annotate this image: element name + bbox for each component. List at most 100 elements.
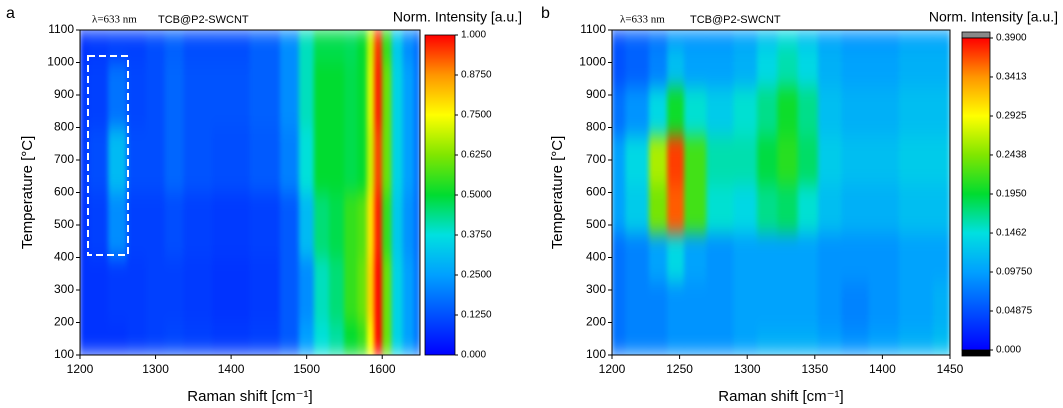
heatmap-cell xyxy=(899,281,934,331)
heatmap-cell xyxy=(817,45,843,88)
heatmap-cell xyxy=(126,62,147,128)
colorbar-tick-label: 0.3750 xyxy=(461,230,492,241)
heatmap-cell xyxy=(391,257,404,323)
heatmap-cell xyxy=(612,135,626,185)
heatmap-cell xyxy=(414,127,420,193)
heatmap-cell xyxy=(279,322,300,355)
y-tick-label: 700 xyxy=(54,152,74,166)
heatmap-cell xyxy=(381,192,392,258)
heatmap-cell xyxy=(797,281,819,331)
heatmap-cell xyxy=(145,257,166,323)
heatmap-cell xyxy=(733,86,758,136)
colorbar-tick-label: 0.000 xyxy=(996,345,1021,356)
x-axis-label: Raman shift [cm⁻¹] xyxy=(187,388,312,405)
x-tick-label: 1300 xyxy=(142,362,169,376)
x-tick-label: 1350 xyxy=(801,362,828,376)
heatmap-cell xyxy=(80,30,90,63)
heatmap-cell xyxy=(868,330,900,355)
heatmap-cell xyxy=(706,184,734,234)
colorbar-tick-label: 0.3900 xyxy=(996,33,1027,44)
heatmap-cell xyxy=(249,322,281,355)
highlight-box xyxy=(87,55,129,256)
heatmap-cell xyxy=(344,127,358,193)
heatmap-cell xyxy=(183,30,213,63)
heatmap-cell xyxy=(777,330,799,355)
heatmap-cell xyxy=(381,30,392,63)
heatmap-cell xyxy=(757,30,778,47)
heatmap-cell xyxy=(108,62,128,128)
heatmap-cell xyxy=(357,322,368,355)
heatmap-cell xyxy=(757,232,778,283)
heatmap-cell xyxy=(313,257,330,323)
x-tick-label: 1500 xyxy=(293,362,320,376)
heatmap-cell xyxy=(932,86,950,136)
heatmap-cell xyxy=(667,184,685,234)
heatmap-cell xyxy=(357,257,368,323)
heatmap-cell xyxy=(402,127,415,193)
heatmap-cell xyxy=(932,45,950,88)
heatmap-cell xyxy=(249,62,281,128)
colorbar-tick-label: 0.3413 xyxy=(996,72,1027,83)
heatmap-cell xyxy=(684,135,707,185)
heatmap-cell xyxy=(279,192,300,258)
heatmap-cell xyxy=(126,257,147,323)
panel-label: b xyxy=(541,5,550,22)
heatmap-cell xyxy=(374,127,383,193)
heatmap-cell xyxy=(706,135,734,185)
heatmap-cell xyxy=(612,184,626,234)
heatmap-cell xyxy=(402,62,415,128)
heatmap-cell xyxy=(648,30,668,47)
heatmap-cell xyxy=(381,62,392,128)
heatmap-cell xyxy=(381,127,392,193)
heatmap-cell xyxy=(344,192,358,258)
heatmap-cell xyxy=(797,86,819,136)
heatmap-cell xyxy=(625,232,650,283)
heatmap-cell xyxy=(899,86,934,136)
heatmap-cell xyxy=(164,322,185,355)
heatmap-cell xyxy=(706,45,734,88)
x-tick-label: 1400 xyxy=(869,362,896,376)
heatmap-cell xyxy=(684,45,707,88)
heatmap-cell xyxy=(706,30,734,47)
heatmap-cell xyxy=(108,30,128,63)
heatmap-cell xyxy=(357,127,368,193)
heatmap-cell xyxy=(145,62,166,128)
heatmap-cell xyxy=(80,62,90,128)
heatmap-cell xyxy=(298,127,315,193)
heatmap-cell xyxy=(625,184,650,234)
heatmap-cell xyxy=(817,30,843,47)
colorbar-tick-label: 0.8750 xyxy=(461,70,492,81)
heatmap-cell xyxy=(667,232,685,283)
y-tick-label: 1000 xyxy=(579,55,606,69)
heatmap-cell xyxy=(391,30,404,63)
heatmap-cell xyxy=(667,86,685,136)
colorbar-under xyxy=(961,349,991,357)
heatmap-cell xyxy=(817,330,843,355)
colorbar-tick-label: 0.6250 xyxy=(461,150,492,161)
heatmap-cell xyxy=(249,192,281,258)
y-axis-label: Temperature [°C] xyxy=(549,136,566,250)
heatmap-cell xyxy=(817,184,843,234)
heatmap-cell xyxy=(757,330,778,355)
heatmap-cell xyxy=(841,184,870,234)
heatmap-cell xyxy=(211,30,251,63)
heatmap-cell xyxy=(313,322,330,355)
heatmap-cell xyxy=(374,322,383,355)
heatmap-cell xyxy=(183,257,213,323)
x-tick-label: 1450 xyxy=(937,362,964,376)
heatmap-cell xyxy=(868,135,900,185)
heatmap-cell xyxy=(667,330,685,355)
heatmap-cell xyxy=(145,30,166,63)
y-tick-label: 800 xyxy=(586,120,606,134)
heatmap-cell xyxy=(126,192,147,258)
heatmap-cell xyxy=(145,127,166,193)
heatmap-cell xyxy=(279,62,300,128)
heatmap-cell xyxy=(80,322,90,355)
heatmap-cell xyxy=(841,330,870,355)
heatmap-cell xyxy=(797,232,819,283)
heatmap-cell xyxy=(841,45,870,88)
y-tick-label: 1100 xyxy=(580,22,606,36)
heatmap-cell xyxy=(108,192,128,258)
colorbar-tick-label: 0.1462 xyxy=(996,228,1027,239)
heatmap-cell xyxy=(344,257,358,323)
